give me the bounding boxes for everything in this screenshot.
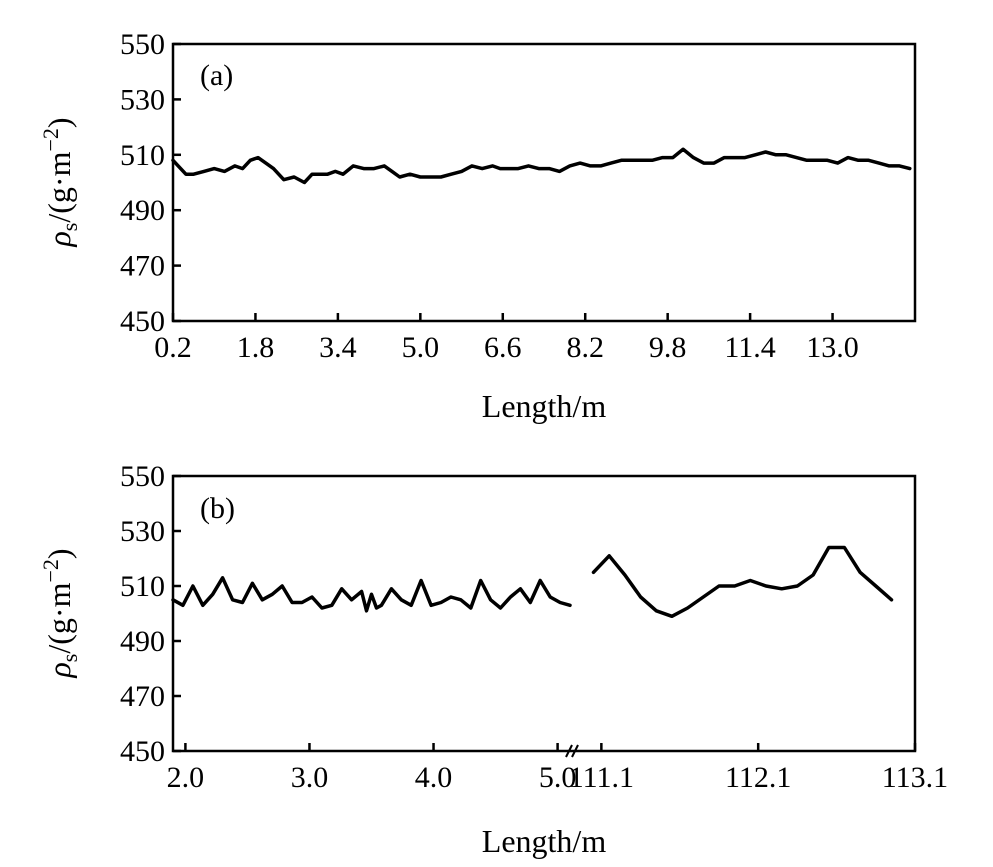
panel-a-y-axis-title: ρs/(g·m−2) — [38, 117, 82, 247]
panel-b-label: (b) — [200, 492, 235, 525]
panel-a-plot-frame — [171, 42, 917, 323]
panel-a-x-tick-label: 9.8 — [649, 331, 687, 364]
panel-b-y-axis-sub: s — [57, 654, 82, 663]
panel-b-x-tick-label: 4.0 — [415, 761, 453, 794]
panel-b-y-axis-pre: /(g·m — [41, 582, 77, 653]
panel-a-y-tick-label: 470 — [120, 250, 165, 283]
panel-b-y-axis-post: ) — [41, 548, 77, 559]
panel-a-series-group — [171, 147, 912, 185]
panel-a-y-ticks: 450 470 490 510 530 550 — [120, 28, 181, 338]
panel-b-y-tick-label: 530 — [120, 515, 165, 548]
panel-b-x-tick-label: 2.0 — [167, 761, 205, 794]
panel-a-y-axis-sup: −2 — [38, 128, 63, 151]
panel-b-y-tick-label: 450 — [120, 735, 165, 768]
panel-a-x-tick-label: 1.8 — [237, 331, 275, 364]
panel-b-series-group — [171, 545, 894, 619]
panel-a-y-axis-pre: /(g·m — [41, 151, 77, 222]
panel-a-y-tick-label: 530 — [120, 83, 165, 116]
panel-b-y-axis-symbol: ρ — [41, 662, 77, 678]
panel-a-y-axis-post: ) — [41, 117, 77, 128]
panel-b-x-tick-label: 3.0 — [291, 761, 329, 794]
axis-break-mark — [565, 744, 579, 758]
panel-b-y-tick-label: 550 — [120, 460, 165, 493]
panel-a-y-tick-label: 490 — [120, 194, 165, 227]
panel-a-x-tick-label: 13.0 — [806, 331, 859, 364]
panel-b-x-axis-title: Length/m — [482, 823, 607, 859]
panel-a-x-tick-label: 8.2 — [566, 331, 604, 364]
chart-panel-b: (b) Length/m ρs/(g·m−2) 450 470 490 510 530 5… — [38, 460, 948, 859]
panel-a-x-tick-label: 11.4 — [724, 331, 775, 364]
panel-b-y-tick-label: 510 — [120, 570, 165, 603]
panel-b-x-tick-label: 5.0 — [539, 761, 577, 794]
panel-b-x-tick-label: 113.1 — [882, 761, 948, 794]
panel-b-y-ticks: 450 470 490 510 530 550 — [120, 460, 181, 768]
panel-a-y-tick-label: 550 — [120, 28, 165, 61]
panel-a-y-axis-symbol: ρ — [41, 231, 77, 247]
panel-b-y-tick-label: 490 — [120, 625, 165, 658]
panel-a-x-tick-label: 3.4 — [319, 331, 357, 364]
panel-a-x-ticks: 0.2 1.8 3.4 5.0 6.6 8.2 9.8 11.4 13.0 — [154, 313, 859, 364]
panel-b-x-tick-label: 111.1 — [569, 761, 634, 794]
panel-a-y-tick-label: 510 — [120, 139, 165, 172]
panel-a-y-axis-sub: s — [57, 223, 82, 232]
panel-a-y-tick-label: 450 — [120, 305, 165, 338]
panel-b-y-tick-label: 470 — [120, 680, 165, 713]
panel-b-series-line — [591, 545, 894, 619]
panel-a-x-tick-label: 6.6 — [484, 331, 522, 364]
panel-b-series-line — [171, 576, 572, 613]
panel-b-x-tick-label: 112.1 — [725, 761, 791, 794]
panel-b-y-axis-sup: −2 — [38, 559, 63, 582]
panel-b-plot-frame — [171, 474, 917, 753]
panel-a-x-tick-label: 0.2 — [154, 331, 192, 364]
panel-a-x-tick-label: 5.0 — [402, 331, 440, 364]
panel-a-label: (a) — [200, 59, 233, 92]
panel-b-y-axis-title: ρs/(g·m−2) — [38, 548, 82, 678]
panel-a-series-line — [171, 147, 912, 185]
chart-panel-a: (a) Length/m ρs/(g·m−2) 450 470 490 510 530 5… — [38, 28, 917, 424]
panel-a-x-axis-title: Length/m — [482, 388, 607, 424]
